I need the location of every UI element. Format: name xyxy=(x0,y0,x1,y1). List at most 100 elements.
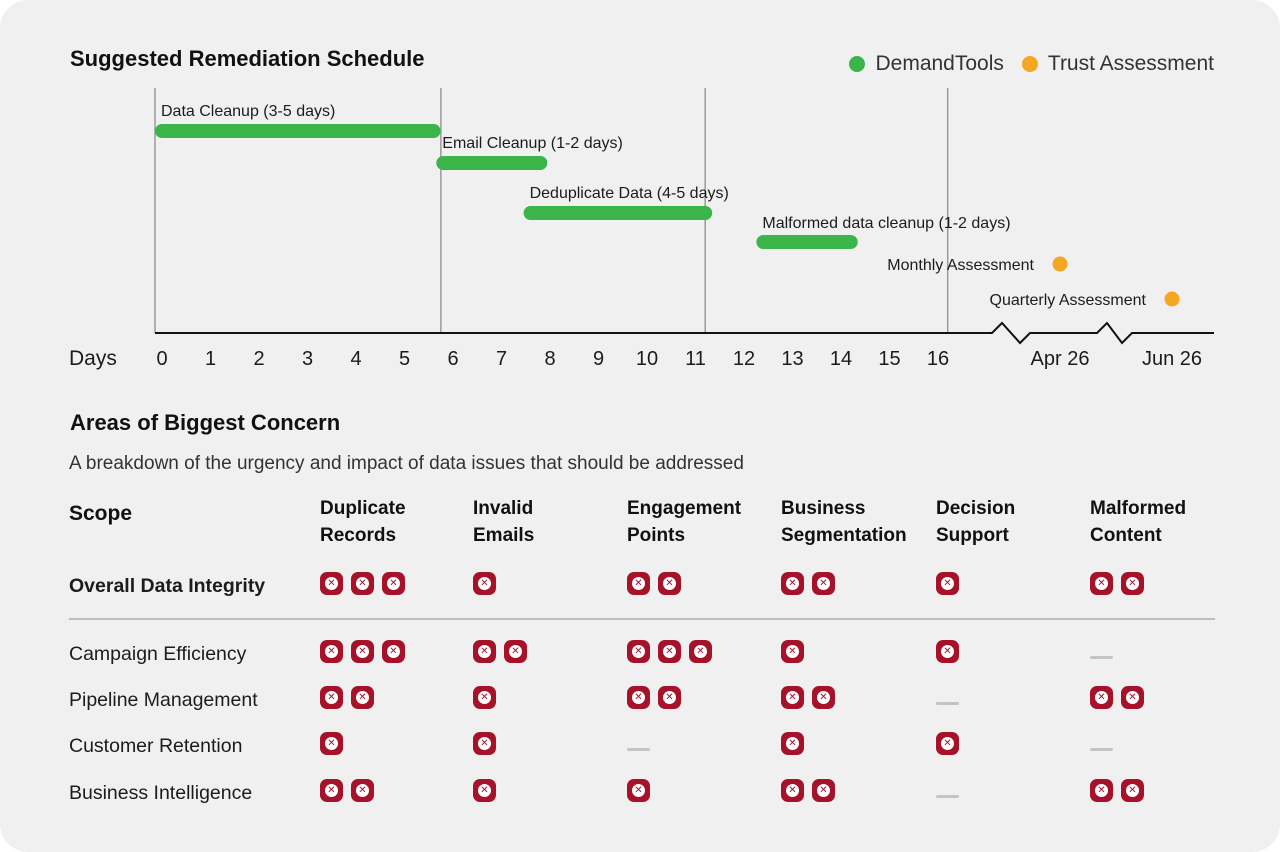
x-tick-label: 12 xyxy=(733,348,755,370)
concern-cell xyxy=(473,640,535,663)
x-circle-icon xyxy=(1121,686,1144,709)
x-tick-label: Apr 26 xyxy=(1031,348,1090,370)
no-concern-dash xyxy=(936,702,959,705)
concern-cell xyxy=(473,732,504,755)
concern-cell xyxy=(320,640,413,663)
concern-cell xyxy=(320,732,351,755)
x-circle-icon xyxy=(1090,686,1113,709)
matrix-divider xyxy=(69,618,1215,620)
x-circle-icon xyxy=(781,640,804,663)
milestone-label: Quarterly Assessment xyxy=(990,292,1147,309)
x-circle-icon xyxy=(1121,779,1144,802)
concern-cell xyxy=(1090,779,1152,802)
timeline-legend: DemandTools Trust Assessment xyxy=(831,52,1214,76)
concern-cell xyxy=(627,572,689,595)
x-tick-label: 14 xyxy=(830,348,852,370)
x-axis-label: Days xyxy=(69,347,117,370)
x-circle-icon xyxy=(936,732,959,755)
x-circle-icon xyxy=(473,640,496,663)
task-label: Deduplicate Data (4-5 days) xyxy=(530,185,729,202)
x-tick-label: 15 xyxy=(878,348,900,370)
concern-cell xyxy=(1090,572,1152,595)
concern-cell xyxy=(936,785,959,803)
x-circle-icon xyxy=(627,640,650,663)
concerns-subtitle: A breakdown of the urgency and impact of… xyxy=(69,453,744,474)
row-label: Campaign Efficiency xyxy=(69,643,247,665)
column-header: Invalid Emails xyxy=(473,498,535,546)
concern-cell xyxy=(1090,738,1113,756)
x-circle-icon xyxy=(473,779,496,802)
row-label: Business Intelligence xyxy=(69,782,253,804)
x-circle-icon xyxy=(320,572,343,595)
row-label: Pipeline Management xyxy=(69,689,258,711)
milestone-label: Monthly Assessment xyxy=(887,257,1034,274)
legend-label-trust-assessment: Trust Assessment xyxy=(1047,52,1214,75)
no-concern-dash xyxy=(1090,748,1113,751)
x-circle-icon xyxy=(689,640,712,663)
concern-cell xyxy=(320,572,413,595)
x-circle-icon xyxy=(1090,572,1113,595)
no-concern-dash xyxy=(1090,656,1113,659)
x-circle-icon xyxy=(812,572,835,595)
x-circle-icon xyxy=(627,572,650,595)
legend-swatch-trust-assessment xyxy=(1021,56,1038,72)
x-circle-icon xyxy=(351,572,374,595)
x-tick-label: 9 xyxy=(593,348,604,370)
x-tick-label: 3 xyxy=(302,348,313,370)
x-axis-line xyxy=(155,321,1214,345)
concern-cell xyxy=(936,572,967,595)
task-label: Email Cleanup (1-2 days) xyxy=(442,135,623,152)
concern-cell xyxy=(473,779,504,802)
concern-cell xyxy=(627,738,650,756)
concern-cell xyxy=(936,732,967,755)
x-circle-icon xyxy=(627,779,650,802)
concern-cell xyxy=(936,640,967,663)
column-header: Decision Support xyxy=(936,498,1016,546)
milestone-dot xyxy=(1164,291,1180,307)
x-circle-icon xyxy=(781,779,804,802)
milestone-dot xyxy=(1052,256,1068,272)
concern-cell xyxy=(473,572,504,595)
x-circle-icon xyxy=(781,732,804,755)
x-circle-icon xyxy=(812,779,835,802)
no-concern-dash xyxy=(936,795,959,798)
x-tick-label: 11 xyxy=(685,348,706,370)
concern-cell xyxy=(781,732,812,755)
timeline-chart: Days 0 1 2 3 4 5 6 7 8 9 10 11 12 13 14 15 16 Apr 26 Jun 26… xyxy=(69,88,1214,370)
concern-cell xyxy=(320,779,382,802)
no-concern-dash xyxy=(627,748,650,751)
x-circle-icon xyxy=(473,572,496,595)
concern-cell xyxy=(781,686,843,709)
timeline-title: Suggested Remediation Schedule xyxy=(70,46,425,71)
x-tick-label: 2 xyxy=(253,348,264,370)
x-circle-icon xyxy=(812,686,835,709)
x-circle-icon xyxy=(382,572,405,595)
concern-cell xyxy=(473,686,504,709)
x-circle-icon xyxy=(320,779,343,802)
column-header: Engagement Points xyxy=(627,498,742,546)
x-tick-label: 4 xyxy=(350,348,361,370)
x-circle-icon xyxy=(627,686,650,709)
x-circle-icon xyxy=(320,732,343,755)
concern-cell xyxy=(781,640,812,663)
x-circle-icon xyxy=(351,686,374,709)
column-header: Malformed Content xyxy=(1090,498,1187,546)
x-circle-icon xyxy=(473,732,496,755)
x-tick-label: 1 xyxy=(205,348,216,370)
x-circle-icon xyxy=(382,640,405,663)
concern-cell xyxy=(627,686,689,709)
legend-item-trust-assessment: Trust Assessment xyxy=(1021,52,1214,76)
x-circle-icon xyxy=(781,686,804,709)
concern-cell xyxy=(627,779,658,802)
x-circle-icon xyxy=(504,640,527,663)
scope-header: Scope xyxy=(69,502,133,525)
concern-cell xyxy=(936,692,959,710)
task-label: Malformed data cleanup (1-2 days) xyxy=(762,215,1010,232)
row-label: Customer Retention xyxy=(69,735,243,757)
concerns-title: Areas of Biggest Concern xyxy=(70,410,341,435)
x-circle-icon xyxy=(936,572,959,595)
x-tick-label: 7 xyxy=(496,348,507,370)
x-circle-icon xyxy=(351,640,374,663)
